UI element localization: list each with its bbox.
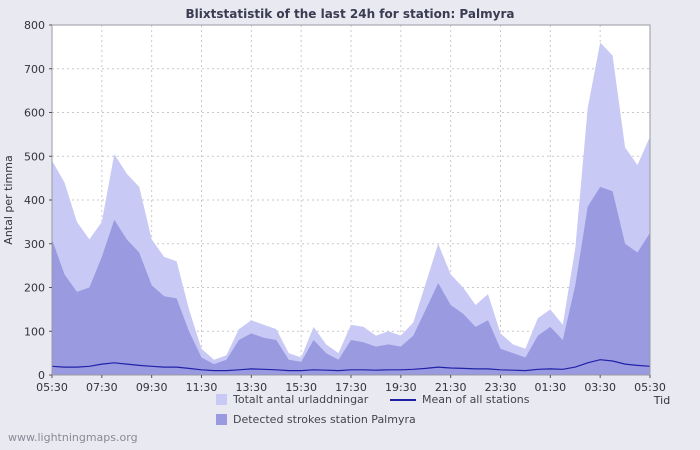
svg-text:21:30: 21:30 — [435, 381, 467, 394]
legend-item-detected: Detected strokes station Palmyra — [216, 413, 416, 426]
legend-label-detected: Detected strokes station Palmyra — [233, 413, 416, 426]
svg-text:19:30: 19:30 — [385, 381, 417, 394]
svg-text:05:30: 05:30 — [634, 381, 666, 394]
svg-text:09:30: 09:30 — [136, 381, 168, 394]
svg-text:0: 0 — [38, 369, 45, 382]
svg-text:15:30: 15:30 — [285, 381, 317, 394]
svg-text:11:30: 11:30 — [186, 381, 218, 394]
svg-text:400: 400 — [24, 194, 45, 207]
svg-text:23:30: 23:30 — [485, 381, 517, 394]
svg-text:500: 500 — [24, 150, 45, 163]
legend-item-total: Totalt antal urladdningar — [216, 393, 368, 406]
svg-text:Antal per timma: Antal per timma — [2, 155, 15, 244]
svg-text:200: 200 — [24, 282, 45, 295]
svg-text:01:30: 01:30 — [534, 381, 566, 394]
legend-item-mean: Mean of all stations — [390, 393, 530, 406]
legend-label-total: Totalt antal urladdningar — [233, 393, 369, 406]
svg-text:Tid: Tid — [653, 394, 670, 407]
svg-text:100: 100 — [24, 325, 45, 338]
svg-text:13:30: 13:30 — [235, 381, 267, 394]
svg-text:600: 600 — [24, 107, 45, 120]
svg-text:05:30: 05:30 — [36, 381, 68, 394]
chart-title: Blixtstatistik of the last 24h for stati… — [185, 7, 515, 21]
svg-text:03:30: 03:30 — [584, 381, 616, 394]
svg-text:07:30: 07:30 — [86, 381, 118, 394]
legend-label-mean: Mean of all stations — [422, 393, 530, 406]
legend-swatch-detected — [216, 414, 227, 425]
svg-text:700: 700 — [24, 63, 45, 76]
watermark-link: www.lightningmaps.org — [8, 431, 138, 444]
svg-text:800: 800 — [24, 19, 45, 32]
svg-text:17:30: 17:30 — [335, 381, 367, 394]
legend-line-swatch-mean — [390, 398, 416, 401]
svg-text:300: 300 — [24, 238, 45, 251]
legend-swatch-total — [216, 394, 227, 405]
